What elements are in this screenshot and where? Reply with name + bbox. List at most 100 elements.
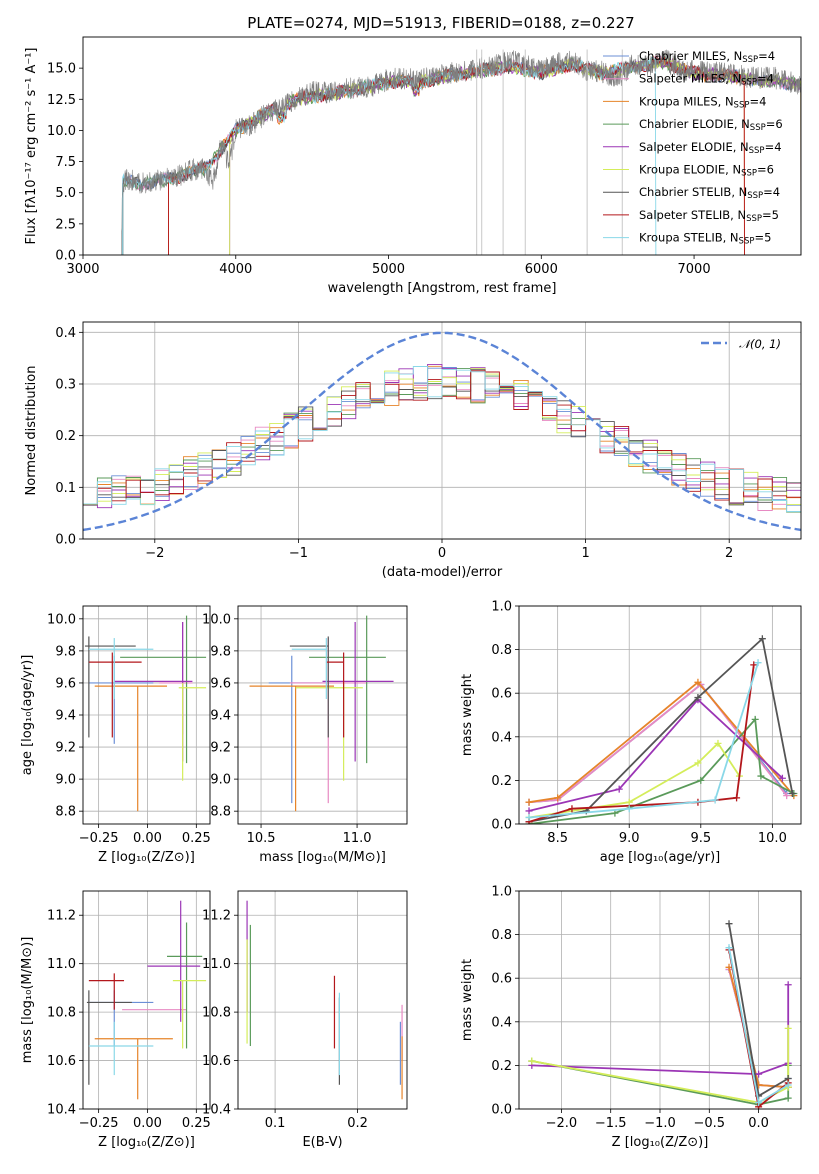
x-tick-label: 0.25 <box>182 831 211 846</box>
mass_vs_z-xlabel: Z [log₁₀(Z/Z⊙)] <box>98 1135 195 1150</box>
mass-weight-point-marker <box>625 805 633 813</box>
legend-label-nssp: =4 <box>765 140 782 154</box>
mass-weight-point-marker <box>697 776 705 784</box>
mass_weight_vs_age-plot-area <box>525 635 798 824</box>
age_vs_mass-plot-area <box>249 615 394 812</box>
y-tick-label: 12.5 <box>47 93 76 108</box>
mass-weight-series-line <box>528 698 784 812</box>
mass_weight_vs_age-ylabel: mass weight <box>460 674 475 756</box>
y-tick-label: 0.6 <box>491 687 512 702</box>
y-tick-label: 0.1 <box>55 481 76 496</box>
legend-label: Chabrier STELIB, NSSP=4 <box>639 185 780 201</box>
mass_weight_vs_z-frame <box>518 890 802 1110</box>
age_vs_mass-panel: 10.5 11.0 8.8 9.0 9.2 9.4 9.6 9.8 10.0 mass [log₁… <box>202 605 408 865</box>
legend-label-nssp: =6 <box>757 163 774 177</box>
y-tick-label: 9.4 <box>55 709 76 724</box>
x-tick-label: −0.5 <box>694 1116 726 1131</box>
mass-weight-point-marker <box>783 792 791 800</box>
observed-spectrum-line <box>120 49 801 255</box>
model-spectrum-line <box>122 57 801 255</box>
mass-weight-point-marker <box>525 798 533 806</box>
y-tick-label: 0.0 <box>491 818 512 833</box>
figure-title: PLATE=0274, MJD=51913, FIBERID=0188, z=0… <box>247 14 634 32</box>
mass-weight-point-marker <box>525 807 533 815</box>
age_vs_z-frame <box>82 605 211 825</box>
spectrum-panel: 3000 4000 5000 6000 7000 0.0 2.5 5.0 7.5 10.0 12.5… <box>24 36 802 296</box>
y-tick-label: 9.8 <box>55 644 76 659</box>
mass-weight-point-marker <box>784 981 792 989</box>
mass-weight-point-marker <box>757 772 765 780</box>
model-spectrum-line <box>229 58 801 255</box>
y-tick-label: 5.0 <box>55 186 76 201</box>
legend-label-nssp: =5 <box>762 208 779 222</box>
legend-label: Salpeter ELODIE, NSSP=4 <box>639 140 782 156</box>
mass-weight-point-marker <box>784 1094 792 1102</box>
mass-weight-point-marker <box>568 805 576 813</box>
x-tick-label: −0.25 <box>79 831 119 846</box>
legend-label: Kroupa STELIB, NSSP=5 <box>639 231 771 247</box>
y-tick-label: 9.6 <box>55 676 76 691</box>
mass-weight-point-marker <box>755 1070 763 1078</box>
legend-label: Chabrier ELODIE, NSSP=6 <box>639 117 783 133</box>
mass-weight-point-marker <box>615 785 623 793</box>
x-tick-label: 5000 <box>372 262 405 277</box>
mass-weight-point-marker <box>694 759 702 767</box>
y-tick-label: 11.0 <box>202 957 231 972</box>
spectrum-plot-area <box>120 49 801 255</box>
age_vs_z-panel: −0.25 0.00 0.25 8.8 9.0 9.2 9.4 9.6 9.8 10.0 Z [lo… <box>20 605 211 865</box>
y-tick-label: 11.2 <box>47 909 76 924</box>
mass-weight-point-marker <box>751 715 759 723</box>
x-tick-label: 0.0 <box>748 1116 769 1131</box>
mass_vs_z-panel: −0.25 0.00 0.25 10.4 10.6 10.8 11.0 11.2 Z [log₁… <box>20 890 211 1150</box>
mass-weight-point-marker <box>788 789 796 797</box>
y-tick-label: 10.6 <box>202 1054 231 1069</box>
normal-distribution-curve <box>83 331 801 532</box>
x-tick-label: 4000 <box>219 262 252 277</box>
legend-label: Salpeter STELIB, NSSP=5 <box>639 208 779 224</box>
legend-label-nssp: =4 <box>749 94 766 108</box>
mass-weight-series-line <box>528 717 795 824</box>
mass-weight-point-marker <box>694 678 702 686</box>
legend-label: 𝒩(0, 1) <box>739 337 781 351</box>
y-tick-label: 10.6 <box>47 1054 76 1069</box>
legend-label-subscript: SSP <box>734 100 750 110</box>
mass-weight-point-marker <box>625 798 633 806</box>
mass-weight-point-marker <box>694 694 702 702</box>
model-spectrum-line <box>168 54 745 255</box>
mass-weight-point-marker <box>750 661 758 669</box>
mass_vs_z-plot-area <box>86 900 207 1100</box>
mass_vs_ebv-xlabel: E(B-V) <box>302 1135 342 1150</box>
y-tick-label: 9.2 <box>210 741 231 756</box>
y-tick-label: 0.2 <box>491 1059 512 1074</box>
y-tick-label: 10.8 <box>202 1006 231 1021</box>
mass_weight_vs_age-panel: 8.5 9.0 9.5 10.0 0.0 0.2 0.4 0.6 0.8 1.0 age [log₁… <box>460 600 802 865</box>
residuals-frame <box>82 321 802 540</box>
legend-label-subscript: SSP <box>747 191 763 201</box>
y-tick-label: 0.4 <box>55 326 76 341</box>
y-tick-label: 11.2 <box>202 909 231 924</box>
mass-weight-point-marker <box>755 1098 763 1106</box>
y-tick-label: 10.0 <box>202 612 231 627</box>
y-tick-label: 1.0 <box>491 885 512 900</box>
mass-weight-point-marker <box>754 659 762 667</box>
mass_vs_ebv-plot-area <box>246 900 403 1100</box>
mass_weight_vs_age-xlabel: age [log₁₀(age/yr)] <box>600 850 721 865</box>
mass-weight-series-line <box>531 984 790 1076</box>
mass-weight-point-marker <box>725 963 733 971</box>
x-tick-label: 1 <box>581 546 589 561</box>
y-tick-label: 1.0 <box>491 600 512 615</box>
age_vs_z-plot-area <box>84 615 207 812</box>
x-tick-label: 10.0 <box>758 831 787 846</box>
residuals-xlabel: (data-model)/error <box>382 565 503 580</box>
x-tick-label: 9.0 <box>619 831 640 846</box>
age_vs_z-xlabel: Z [log₁₀(Z/Z⊙)] <box>98 850 195 865</box>
age_vs_mass-xlabel: mass [log₁₀(M/M⊙)] <box>259 850 386 865</box>
legend-label: Chabrier MILES, NSSP=4 <box>639 49 775 65</box>
y-tick-label: 0.3 <box>55 378 76 393</box>
y-tick-label: 9.0 <box>210 773 231 788</box>
x-tick-label: 6000 <box>525 262 558 277</box>
y-tick-label: 0.0 <box>491 1103 512 1118</box>
legend-label-nssp: =4 <box>763 185 780 199</box>
residual-histogram-step <box>83 363 801 509</box>
